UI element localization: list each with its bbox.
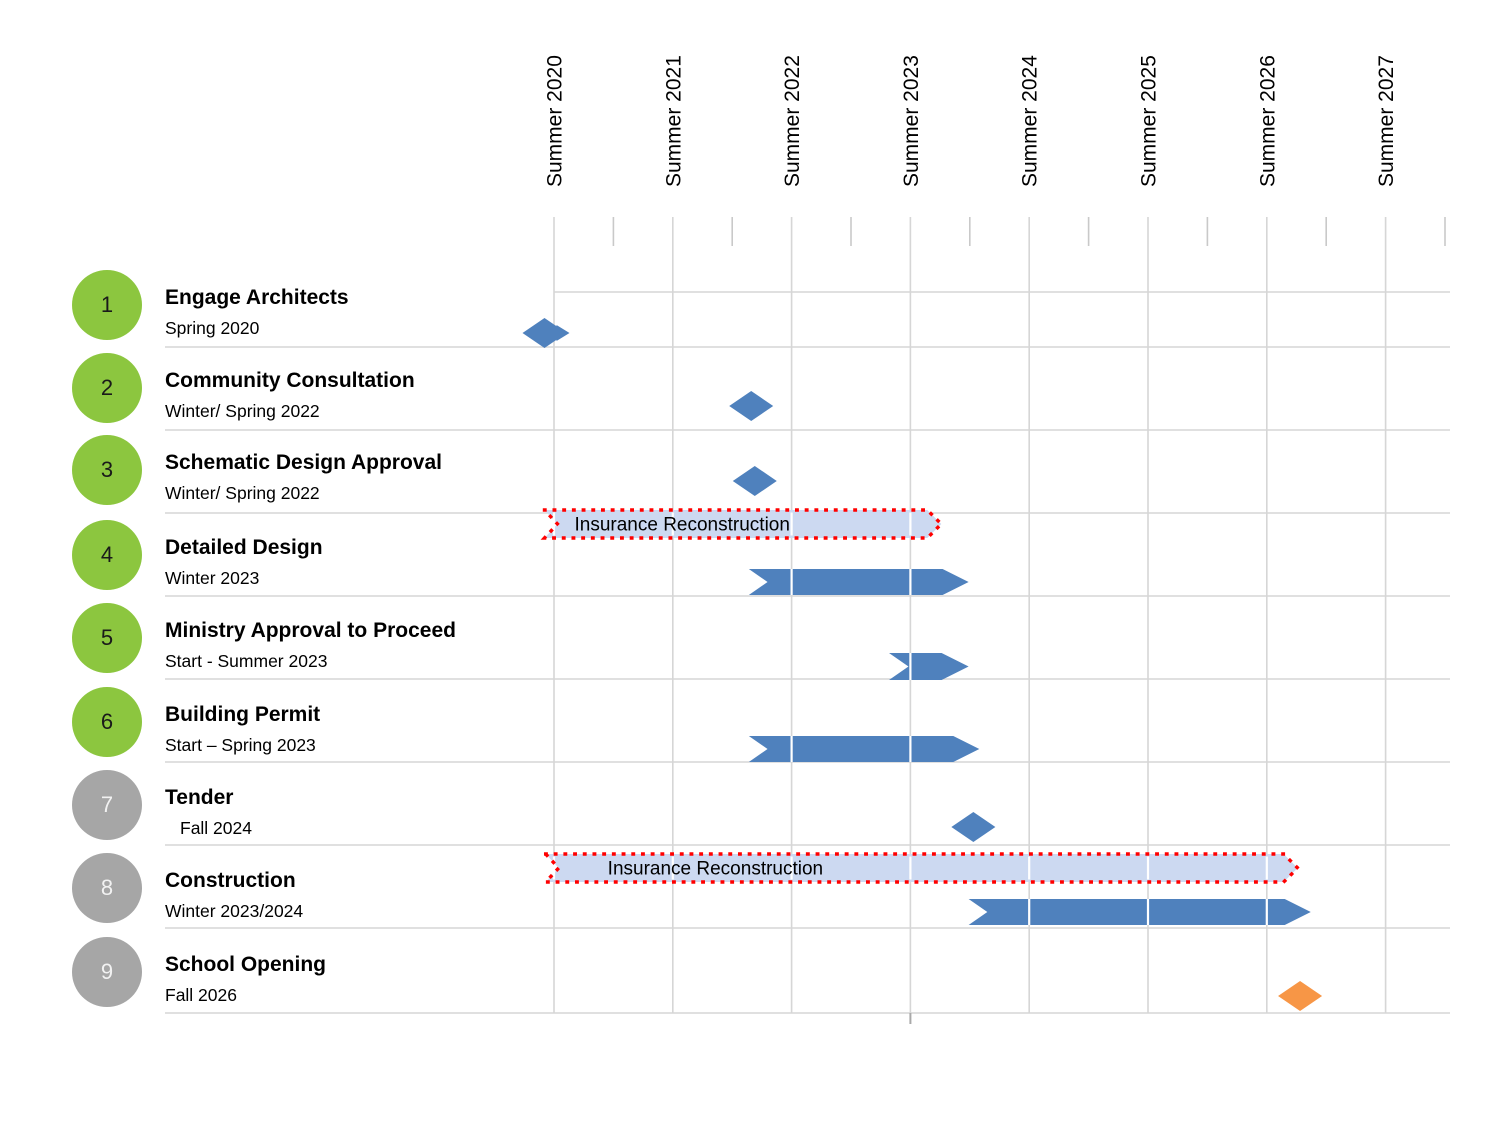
axis-label: Summer 2024 xyxy=(1019,55,1042,187)
task-title: Schematic Design Approval xyxy=(165,451,442,474)
task-number-badge: 9 xyxy=(72,937,142,1007)
task-number: 8 xyxy=(100,875,114,900)
task-title: Tender xyxy=(165,786,234,809)
task-title: Detailed Design xyxy=(165,536,323,559)
task-title: School Opening xyxy=(165,953,326,976)
task-number: 5 xyxy=(100,625,114,650)
task-subtitle: Winter/ Spring 2022 xyxy=(165,483,320,503)
task-subtitle: Fall 2026 xyxy=(165,985,237,1005)
task-text: Construction Winter 2023/2024 xyxy=(165,867,585,924)
insurance-overlay-label: Insurance Reconstruction xyxy=(574,515,789,536)
milestone-diamond xyxy=(522,318,567,348)
task-number: 4 xyxy=(100,542,114,567)
task-bar xyxy=(889,653,969,680)
task-text: School Opening Fall 2026 xyxy=(165,951,585,1008)
task-title: Construction xyxy=(165,869,296,892)
task-text: Tender Fall 2024 xyxy=(165,784,585,841)
task-title: Ministry Approval to Proceed xyxy=(165,619,456,642)
insurance-overlay-label: Insurance Reconstruction xyxy=(608,859,823,880)
task-number: 6 xyxy=(100,709,114,734)
axis-label: Summer 2020 xyxy=(544,55,567,187)
task-bar xyxy=(748,569,969,595)
milestone-diamond xyxy=(951,812,996,842)
task-bar xyxy=(748,736,980,762)
task-number: 1 xyxy=(100,292,114,317)
axis-label: Summer 2021 xyxy=(662,55,685,187)
task-bar xyxy=(968,899,1311,925)
milestone-diamond xyxy=(1278,981,1323,1011)
task-subtitle: Fall 2024 xyxy=(180,818,252,838)
task-number-badge: 8 xyxy=(72,853,142,923)
task-text: Building Permit Start – Spring 2023 xyxy=(165,701,585,758)
axis-label: Summer 2023 xyxy=(900,55,923,187)
milestone-diamond xyxy=(729,391,774,421)
task-text: Engage Architects Spring 2020 xyxy=(165,284,585,341)
axis-label: Summer 2026 xyxy=(1256,55,1279,187)
task-title: Engage Architects xyxy=(165,286,349,309)
milestone-tail xyxy=(556,325,570,341)
insurance-overlay-border xyxy=(540,508,944,540)
insurance-overlay-bar xyxy=(545,854,1298,882)
task-number-badge: 4 xyxy=(72,520,142,590)
task-text: Schematic Design Approval Winter/ Spring … xyxy=(165,449,585,506)
task-number-badge: 3 xyxy=(72,435,142,505)
task-number-badge: 5 xyxy=(72,603,142,673)
task-number-badge: 1 xyxy=(72,270,142,340)
task-number: 2 xyxy=(100,375,114,400)
task-subtitle: Start – Spring 2023 xyxy=(165,735,316,755)
task-number: 7 xyxy=(100,792,114,817)
task-subtitle: Winter 2023/2024 xyxy=(165,901,304,921)
insurance-overlay-border xyxy=(541,852,1301,884)
task-number-badge: 7 xyxy=(72,770,142,840)
task-subtitle: Start - Summer 2023 xyxy=(165,651,328,671)
task-number: 9 xyxy=(100,959,114,984)
task-subtitle: Winter 2023 xyxy=(165,568,260,588)
milestone-diamond xyxy=(732,466,777,496)
task-title: Building Permit xyxy=(165,703,321,726)
axis-label: Summer 2022 xyxy=(781,55,804,187)
task-number-badge: 6 xyxy=(72,687,142,757)
task-text: Community Consultation Winter/ Spring 202… xyxy=(165,367,585,424)
task-text: Ministry Approval to Proceed Start - Summ… xyxy=(165,617,585,674)
axis-label: Summer 2027 xyxy=(1375,55,1398,187)
task-subtitle: Spring 2020 xyxy=(165,318,260,338)
task-number-badge: 2 xyxy=(72,353,142,423)
insurance-overlay-bar xyxy=(544,510,942,538)
task-text: Detailed Design Winter 2023 xyxy=(165,534,585,591)
task-subtitle: Winter/ Spring 2022 xyxy=(165,401,320,421)
task-number: 3 xyxy=(100,457,114,482)
axis-label: Summer 2025 xyxy=(1138,55,1161,187)
task-title: Community Consultation xyxy=(165,369,415,392)
